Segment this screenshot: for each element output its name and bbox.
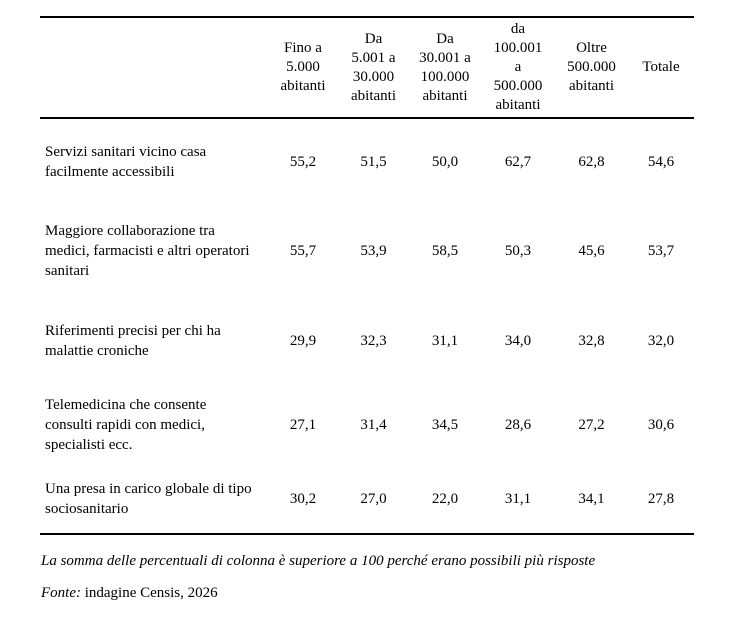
column-header-100001-500000: da 100.001 a 500.000 abitanti xyxy=(481,17,555,119)
source-label: Fonte: xyxy=(41,585,81,601)
value-cell: 45,6 xyxy=(578,243,605,259)
value-cell: 32,0 xyxy=(647,333,675,349)
table-row: Telemedicina che consente consulti rapid… xyxy=(40,385,694,464)
value-cell: 31,1 xyxy=(481,464,555,535)
value-cell: 62,7 xyxy=(504,154,532,170)
value-cell: 27,8 xyxy=(628,464,694,535)
value-cell: 51,5 xyxy=(360,154,387,170)
value-cell: 27,1 xyxy=(289,416,317,433)
column-header-5001-30000: Da 5.001 a 30.000 abitanti xyxy=(338,17,409,119)
value-cell: 58,5 xyxy=(431,243,459,259)
row-label: Una presa in carico globale di tipo soci… xyxy=(40,464,268,535)
column-header-30001-100000: Da 30.001 a 100.000 abitanti xyxy=(409,17,481,119)
row-label: Servizi sanitari vicino casa facilmente … xyxy=(45,144,207,180)
health-services-by-population-table: Fino a 5.000 abitanti Da 5.001 a 30.000 … xyxy=(40,16,694,535)
value-cell: 32,3 xyxy=(360,333,387,349)
table-row: Servizi sanitari vicino casa facilmente … xyxy=(40,118,694,205)
column-header-empty xyxy=(40,17,268,119)
table-row: Maggiore collaborazione tra medici, farm… xyxy=(40,205,694,297)
column-header-oltre-500000: Oltre 500.000 abitanti xyxy=(555,17,628,119)
value-cell: 34,0 xyxy=(504,333,532,349)
table-row: Una presa in carico globale di tipo soci… xyxy=(40,464,694,535)
value-cell: 27,0 xyxy=(338,464,409,535)
value-cell: 53,7 xyxy=(647,243,675,259)
value-cell: 30,6 xyxy=(647,416,675,433)
value-cell: 30,2 xyxy=(268,464,338,535)
row-label: Telemedicina che consente consulti rapid… xyxy=(45,396,207,453)
value-cell: 55,2 xyxy=(289,154,317,170)
source-line: Fonte: indagine Censis, 2026 xyxy=(41,583,734,603)
table-footnote: La somma delle percentuali di colonna è … xyxy=(41,553,596,569)
value-cell: 50,3 xyxy=(504,243,532,259)
value-cell: 32,8 xyxy=(578,333,605,349)
value-cell: 31,4 xyxy=(360,416,387,433)
value-cell: 27,2 xyxy=(578,416,605,433)
value-cell: 29,9 xyxy=(289,333,317,349)
value-cell: 34,5 xyxy=(431,416,459,433)
row-label: Riferimenti precisi per chi ha malattie … xyxy=(45,323,221,359)
value-cell: 53,9 xyxy=(360,243,387,259)
table-row: Riferimenti precisi per chi ha malattie … xyxy=(40,297,694,385)
row-label: Maggiore collaborazione tra medici, farm… xyxy=(45,223,250,279)
value-cell: 22,0 xyxy=(409,464,481,535)
column-header-fino-5000: Fino a 5.000 abitanti xyxy=(268,17,338,119)
source-text: indagine Censis, 2026 xyxy=(84,585,218,601)
value-cell: 34,1 xyxy=(555,464,628,535)
value-cell: 50,0 xyxy=(431,154,459,170)
value-cell: 62,8 xyxy=(578,154,605,170)
column-header-totale: Totale xyxy=(628,17,694,119)
header-row: Fino a 5.000 abitanti Da 5.001 a 30.000 … xyxy=(40,17,694,119)
value-cell: 55,7 xyxy=(289,243,317,259)
value-cell: 28,6 xyxy=(504,416,532,433)
value-cell: 31,1 xyxy=(431,333,459,349)
value-cell: 54,6 xyxy=(647,154,675,170)
